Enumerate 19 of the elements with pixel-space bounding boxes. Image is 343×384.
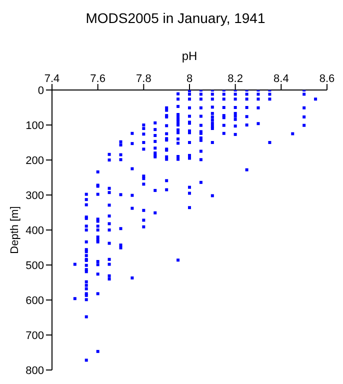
y-tick-label: 500 [26, 260, 44, 272]
y-tick-label: 300 [26, 190, 44, 202]
x-tick-label: 7.6 [90, 73, 106, 85]
y-axis-title: Depth [m] [8, 206, 21, 254]
x-tick-label: 8 [186, 73, 193, 85]
y-tick-label: 700 [26, 330, 44, 342]
x-axis-title: pH [182, 49, 198, 63]
x-tick-label: 8.2 [228, 73, 243, 85]
y-tick-label: 100 [26, 120, 44, 132]
x-tick-label: 8.6 [319, 73, 335, 85]
y-tick-label: 400 [26, 224, 44, 237]
y-tick-label: 800 [26, 364, 44, 377]
x-tick-label: 8.4 [274, 73, 289, 85]
y-tick-label: 0 [38, 84, 44, 97]
y-tick-label: 200 [26, 154, 44, 167]
x-tick-label: 7.4 [44, 73, 60, 85]
y-tick-label: 600 [26, 294, 44, 307]
chart-title: MODS2005 in January, 1941 [84, 10, 266, 26]
x-tick-label: 7.8 [136, 73, 152, 85]
